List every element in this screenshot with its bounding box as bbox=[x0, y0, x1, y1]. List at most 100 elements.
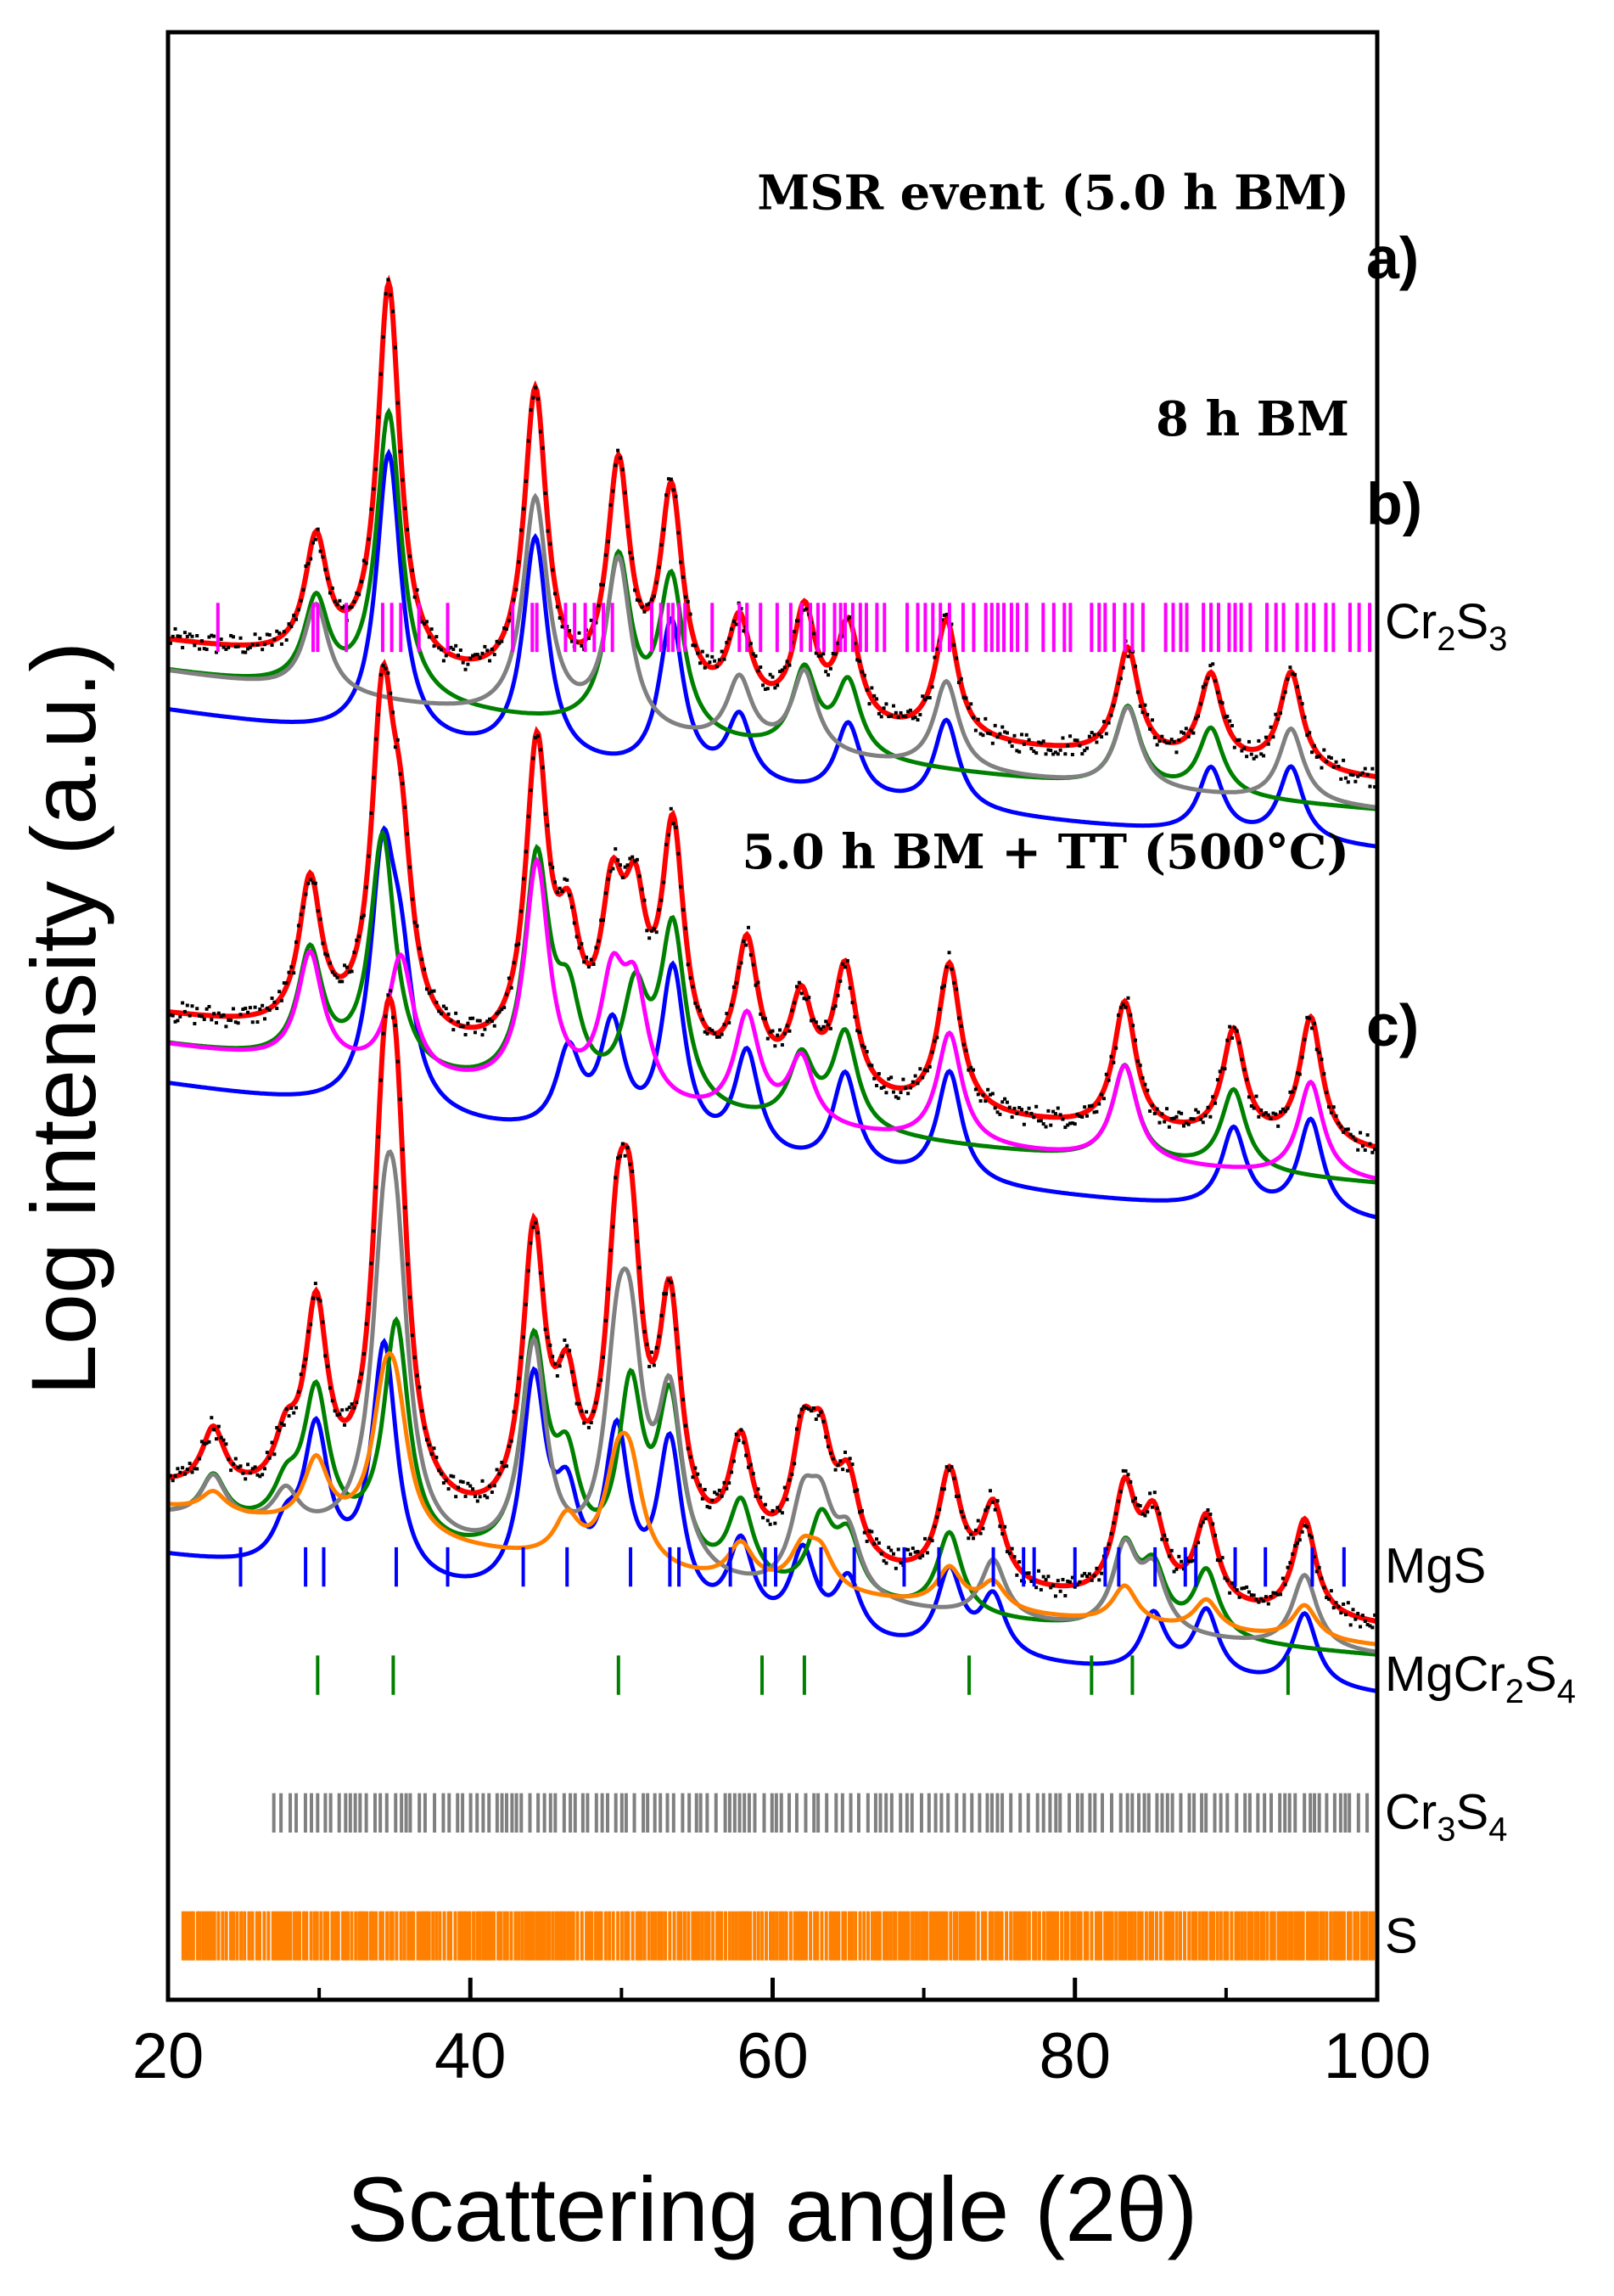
observed-point bbox=[1266, 1113, 1270, 1117]
observed-point bbox=[923, 698, 927, 702]
observed-point bbox=[845, 958, 849, 963]
observed-point bbox=[708, 1506, 712, 1510]
observed-point bbox=[261, 648, 265, 652]
observed-point bbox=[176, 1019, 180, 1023]
observed-point bbox=[944, 1465, 949, 1469]
observed-point bbox=[529, 1241, 533, 1245]
observed-point bbox=[292, 971, 296, 975]
observed-point bbox=[1295, 684, 1299, 688]
observed-point bbox=[272, 637, 277, 642]
observed-point bbox=[1198, 1524, 1202, 1528]
observed-point bbox=[1312, 744, 1316, 748]
curve-MgS bbox=[167, 825, 1378, 1220]
observed-point bbox=[490, 647, 494, 651]
observed-point bbox=[795, 619, 799, 623]
observed-point bbox=[722, 657, 726, 661]
observed-point bbox=[816, 654, 821, 658]
observed-point bbox=[423, 1426, 427, 1430]
observed-point bbox=[841, 634, 845, 638]
observed-point bbox=[374, 1185, 378, 1189]
observed-point bbox=[360, 1372, 363, 1376]
observed-point bbox=[1218, 699, 1222, 704]
observed-point bbox=[526, 1269, 530, 1273]
observed-point bbox=[944, 965, 949, 969]
observed-point bbox=[637, 1266, 642, 1270]
observed-point bbox=[620, 875, 625, 879]
observed-point bbox=[372, 1229, 376, 1233]
observed-point bbox=[1051, 1583, 1056, 1587]
observed-point bbox=[367, 537, 371, 542]
observed-point bbox=[446, 1012, 451, 1016]
observed-point bbox=[973, 1528, 978, 1532]
observed-point bbox=[828, 666, 832, 671]
observed-point bbox=[930, 1050, 934, 1054]
observed-point bbox=[1279, 1592, 1282, 1597]
observed-point bbox=[514, 943, 518, 947]
observed-point bbox=[972, 1536, 976, 1541]
observed-point bbox=[1300, 1530, 1304, 1534]
observed-point bbox=[292, 614, 296, 618]
observed-point bbox=[229, 633, 233, 637]
observed-point bbox=[797, 1414, 801, 1418]
observed-point bbox=[731, 620, 736, 624]
observed-point bbox=[586, 1425, 591, 1429]
observed-point bbox=[1334, 1601, 1338, 1605]
observed-point bbox=[884, 1091, 888, 1095]
observed-point bbox=[1274, 712, 1278, 716]
observed-point bbox=[1039, 1587, 1043, 1591]
observed-point bbox=[1024, 1110, 1028, 1114]
observed-point bbox=[819, 1027, 823, 1031]
observed-point bbox=[1112, 1521, 1116, 1525]
observed-point bbox=[345, 965, 349, 969]
observed-point bbox=[838, 1459, 843, 1463]
observed-point bbox=[181, 1001, 185, 1005]
observed-point bbox=[369, 1261, 373, 1266]
observed-point bbox=[323, 568, 328, 572]
observed-point bbox=[1215, 1078, 1219, 1082]
observed-point bbox=[599, 918, 603, 923]
observed-point bbox=[1356, 774, 1360, 778]
observed-point bbox=[1155, 743, 1159, 747]
observed-point bbox=[229, 1019, 233, 1023]
observed-point bbox=[560, 890, 564, 894]
observed-point bbox=[1257, 1600, 1261, 1604]
observed-point bbox=[553, 880, 557, 884]
observed-point bbox=[1363, 1619, 1367, 1623]
observed-point bbox=[727, 637, 731, 641]
observed-point bbox=[454, 643, 458, 648]
observed-point bbox=[330, 1399, 334, 1403]
observed-point bbox=[369, 507, 373, 511]
observed-point bbox=[1286, 677, 1290, 682]
observed-point bbox=[524, 850, 528, 854]
observed-point bbox=[1073, 1585, 1077, 1589]
observed-point bbox=[398, 1097, 402, 1102]
observed-point bbox=[355, 938, 359, 942]
observed-point bbox=[361, 913, 366, 918]
observed-point bbox=[538, 1271, 542, 1275]
observed-point bbox=[495, 639, 499, 643]
observed-point bbox=[505, 626, 508, 631]
observed-point bbox=[652, 594, 656, 598]
observed-point bbox=[1356, 1148, 1360, 1152]
observed-point bbox=[1101, 720, 1106, 724]
observed-point bbox=[202, 1442, 206, 1446]
observed-point bbox=[1020, 1108, 1024, 1112]
observed-point bbox=[1092, 1110, 1096, 1114]
observed-point bbox=[418, 946, 422, 951]
observed-point bbox=[1223, 1576, 1227, 1580]
observed-point bbox=[1063, 1126, 1068, 1130]
observed-point bbox=[190, 1470, 194, 1474]
observed-point bbox=[406, 527, 410, 531]
observed-point bbox=[1286, 1106, 1290, 1110]
observed-point bbox=[236, 644, 240, 648]
observed-point bbox=[713, 659, 717, 663]
observed-point bbox=[478, 1495, 482, 1499]
observed-point bbox=[536, 734, 541, 738]
observed-point bbox=[1109, 1531, 1113, 1535]
observed-point bbox=[1155, 1107, 1159, 1111]
observed-point bbox=[795, 1427, 799, 1431]
observed-point bbox=[233, 1020, 238, 1024]
observed-point bbox=[989, 732, 992, 736]
observed-point bbox=[246, 647, 250, 651]
phase-label-Cr2S3: Cr2S3 bbox=[1385, 594, 1507, 658]
